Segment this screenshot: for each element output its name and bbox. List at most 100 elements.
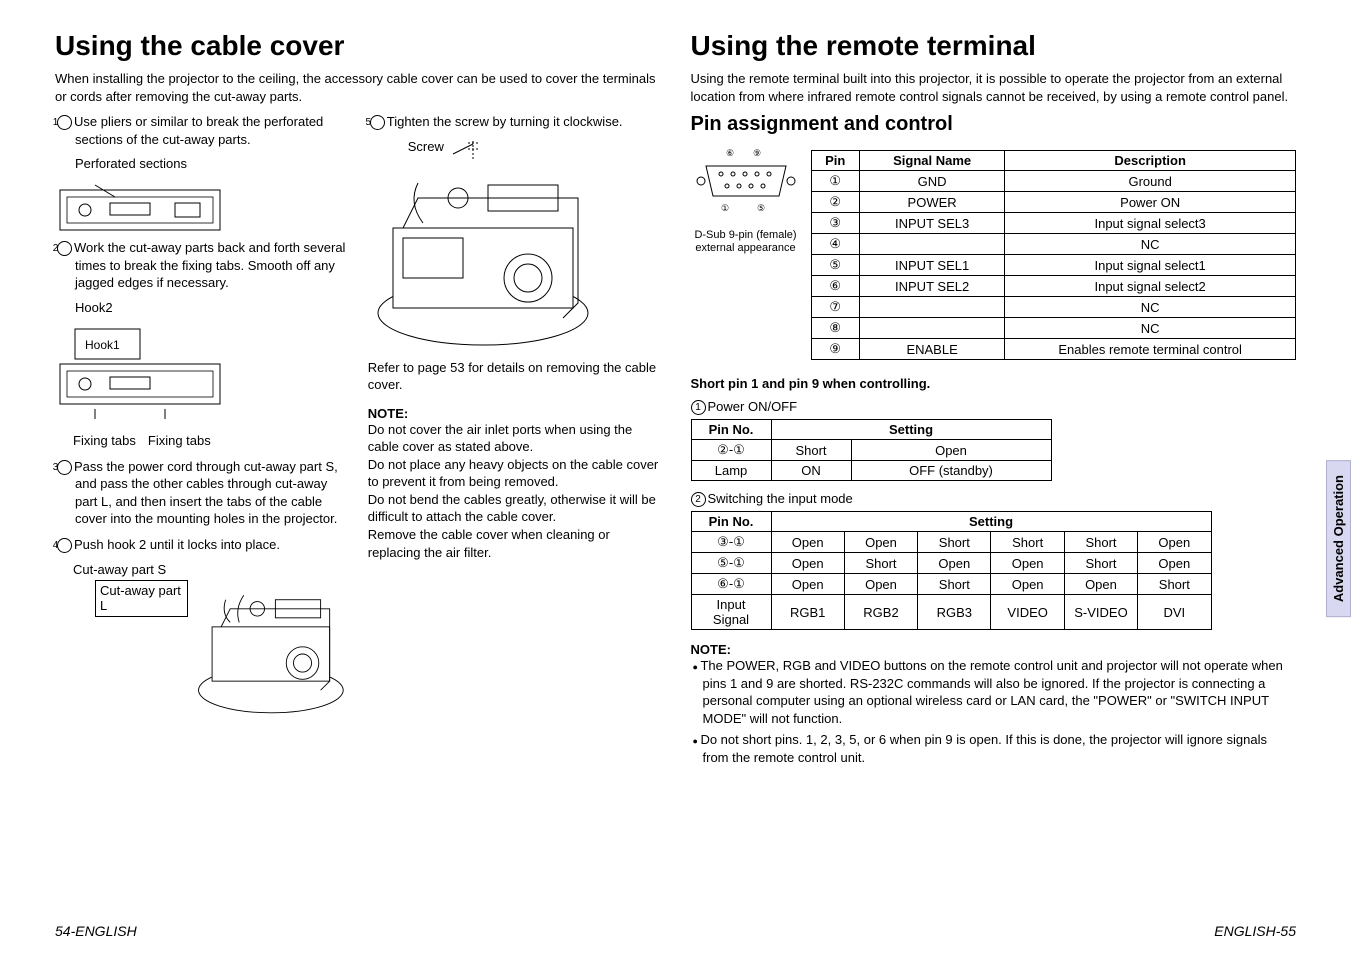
footer-left: 54-ENGLISH [55, 923, 137, 939]
screw-row: Screw [368, 139, 661, 169]
table-row: ⑤-①OpenShortOpenOpenShortOpen [691, 553, 1211, 574]
th-signal: Signal Name [859, 151, 1004, 171]
table-cell: OFF (standby) [851, 461, 1051, 481]
table-cell [859, 318, 1004, 339]
footer-left-lang: ENGLISH [75, 923, 136, 939]
table-cell: ⑦ [811, 297, 859, 318]
table-cell: Short [991, 532, 1064, 553]
table-row: Input SignalRGB1RGB2RGB3VIDEOS-VIDEODVI [691, 595, 1211, 630]
right-note-head: NOTE: [691, 642, 1297, 657]
table-row: ⑦NC [811, 297, 1296, 318]
step-5: 5Tighten the screw by turning it clockwi… [368, 113, 661, 131]
table-cell: GND [859, 171, 1004, 192]
left-col-a: 1Use pliers or similar to break the perf… [55, 113, 348, 727]
t2-caption: 1Power ON/OFF [691, 399, 1297, 415]
table-row: ③-①OpenOpenShortShortShortOpen [691, 532, 1211, 553]
table-cell: ① [811, 171, 859, 192]
footer-right-num: -55 [1276, 923, 1296, 939]
table-cell: ⑤-① [691, 553, 771, 574]
svg-text:⑥: ⑥ [726, 148, 734, 158]
table-cell: NC [1005, 318, 1296, 339]
table-cell: RGB1 [771, 595, 844, 630]
table-cell: ⑨ [811, 339, 859, 360]
table-cell: RGB3 [918, 595, 991, 630]
table-cell: Input signal select1 [1005, 255, 1296, 276]
connector-diagram: ⑥⑨ ①⑤ D-Sub 9-pin (female) external appe… [691, 146, 801, 255]
table-cell: ENABLE [859, 339, 1004, 360]
step5-text: Tighten the screw by turning it clockwis… [387, 114, 623, 129]
table-cell: Open [991, 553, 1064, 574]
step2-text: Work the cut-away parts back and forth s… [74, 240, 345, 290]
diagram-projector-top [368, 173, 598, 353]
left-intro: When installing the projector to the cei… [55, 70, 661, 105]
th-pin: Pin [811, 151, 859, 171]
hook1-text: Hook1 [85, 338, 120, 352]
screw-icon [448, 139, 488, 169]
table-row: ⑨ENABLEEnables remote terminal control [811, 339, 1296, 360]
diagram-perforated [55, 175, 225, 235]
table-row: Pin No.Setting [691, 420, 1051, 440]
table-cell: ⑥-① [691, 574, 771, 595]
t2-num-icon: 1 [691, 400, 706, 415]
table-cell: Short [1138, 574, 1211, 595]
footer-right: ENGLISH-55 [1214, 923, 1296, 939]
pin-heading: Pin assignment and control [691, 113, 1297, 136]
list-item: Do not short pins. 1, 2, 3, 5, or 6 when… [703, 731, 1297, 766]
svg-text:①: ① [721, 203, 729, 213]
th-desc: Description [1005, 151, 1296, 171]
table-cell: Input signal select2 [1005, 276, 1296, 297]
right-notes-list: The POWER, RGB and VIDEO buttons on the … [691, 657, 1297, 766]
table-row: LampONOFF (standby) [691, 461, 1051, 481]
table-cell: ③-① [691, 532, 771, 553]
table-cell [859, 234, 1004, 255]
table-cell: Short [844, 553, 917, 574]
table-cell: ⑤ [811, 255, 859, 276]
t2-caption-text: Power ON/OFF [708, 399, 798, 414]
footer-right-lang: ENGLISH [1214, 923, 1275, 939]
table-cell: Power ON [1005, 192, 1296, 213]
step3-text: Pass the power cord through cut-away par… [74, 459, 338, 527]
table-cell: Lamp [691, 461, 771, 481]
step-1: 1Use pliers or similar to break the perf… [55, 113, 348, 148]
table-cell: Open [771, 532, 844, 553]
table-row: ④NC [811, 234, 1296, 255]
table-cell: Open [1064, 574, 1137, 595]
bottom-diagram-row: Cut-away part L [55, 580, 348, 728]
power-table: Pin No.Setting ②-①ShortOpenLampONOFF (st… [691, 419, 1052, 481]
table-cell: Ground [1005, 171, 1296, 192]
perf-label: Perforated sections [55, 156, 348, 171]
table-row: ⑥INPUT SEL2Input signal select2 [811, 276, 1296, 297]
table-cell: ⑥ [811, 276, 859, 297]
t2-h0: Pin No. [691, 420, 771, 440]
table-cell: Short [1064, 532, 1137, 553]
cut-s-label: Cut-away part S [55, 562, 348, 577]
screw-label: Screw [408, 139, 444, 154]
pin-table: Pin Signal Name Description ①GNDGround②P… [811, 150, 1297, 360]
table-row: ②POWERPower ON [811, 192, 1296, 213]
table-cell: Open [1138, 532, 1211, 553]
step4-icon: 4 [57, 538, 72, 553]
pin-section: ⑥ ⑨ ① ⑤ D-Sub 9-pin (female) external appe… [691, 146, 1297, 370]
table-cell: ON [771, 461, 851, 481]
table-cell: Open [991, 574, 1064, 595]
fixing-tabs-1: Fixing tabs [73, 433, 136, 448]
step5-icon: 5 [370, 115, 385, 130]
t3-caption-text: Switching the input mode [708, 491, 853, 506]
step1-icon: 1 [57, 115, 72, 130]
table-row: Pin No.Setting [691, 512, 1211, 532]
refer-text: Refer to page 53 for details on removing… [368, 359, 661, 394]
connector-caption: D-Sub 9-pin (female) external appearance [691, 229, 801, 255]
table-row: ②-①ShortOpen [691, 440, 1051, 461]
table-cell: INPUT SEL1 [859, 255, 1004, 276]
footer-left-num: 54- [55, 923, 75, 939]
input-mode-table: Pin No.Setting ③-①OpenOpenShortShortShor… [691, 511, 1212, 630]
step-3: 3Pass the power cord through cut-away pa… [55, 458, 348, 528]
table-row: ①GNDGround [811, 171, 1296, 192]
table-cell: Open [851, 440, 1051, 461]
page-54: Using the cable cover When installing th… [40, 30, 676, 939]
step2-icon: 2 [57, 241, 72, 256]
table-row: ⑤INPUT SEL1Input signal select1 [811, 255, 1296, 276]
t2-h1: Setting [771, 420, 1051, 440]
t3-caption: 2Switching the input mode [691, 491, 1297, 507]
table-cell: ⑧ [811, 318, 859, 339]
